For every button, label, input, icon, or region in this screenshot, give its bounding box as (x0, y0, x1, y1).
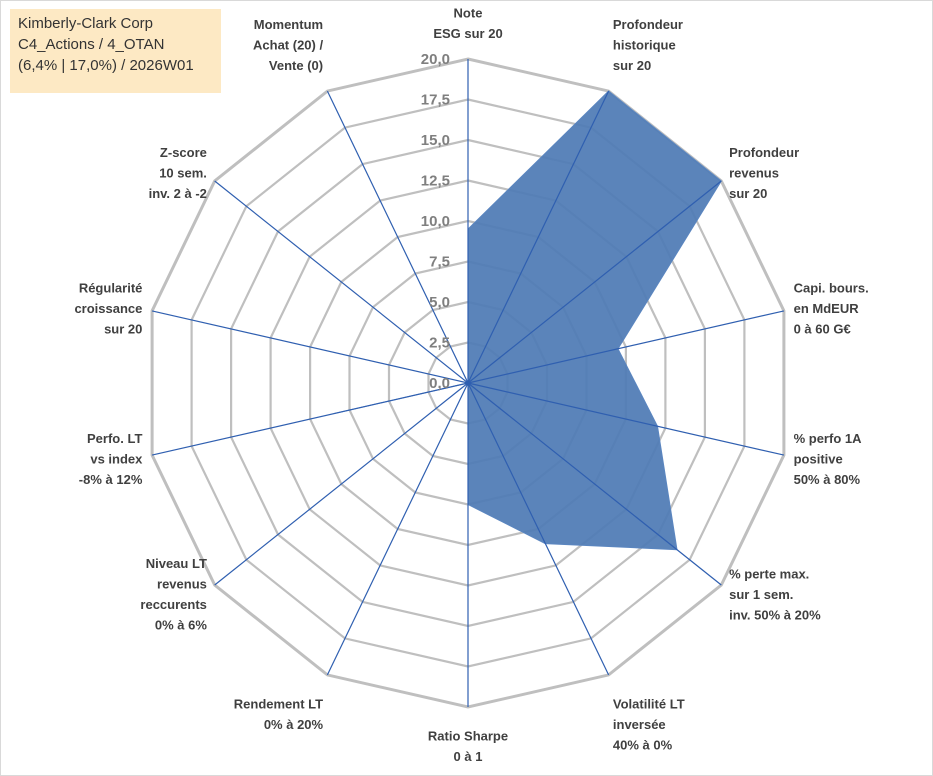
axis-spoke (151, 310, 469, 384)
axis-label-line: % perfo 1A (794, 431, 863, 446)
axis-label-line: Volatilité LT (613, 696, 685, 711)
series-area (333, 90, 722, 551)
axis-label-line: 40% à 0% (613, 737, 673, 752)
axis-label-line: reccurents (140, 597, 206, 612)
axis-label-line: 0% à 6% (155, 618, 207, 633)
radar-axis-labels: Note ESG sur 20 Profondeur historique sur 20… (74, 5, 868, 764)
axis-label-line: vs index (90, 451, 143, 466)
tick-label: 7,5 (429, 254, 450, 271)
axis-label-line: positive (794, 451, 843, 466)
axis-label: Profondeur revenus sur 20 (729, 145, 799, 201)
axis-label: Niveau LT revenus reccurents 0% à 6% (140, 556, 207, 633)
axis-label-line: Momentum (254, 17, 323, 32)
radar-tick-labels: 0,0 2,5 5,0 7,5 10,0 12,5 15,0 17,5 20,0 (421, 51, 450, 392)
axis-label-line: croissance (74, 301, 142, 316)
axis-label-line: 50% à 80% (794, 472, 861, 487)
axis-label-line: Achat (20) / (253, 38, 323, 53)
axis-label: Volatilité LT inversée 40% à 0% (613, 696, 685, 752)
tick-label: 10,0 (421, 213, 450, 230)
axis-spoke (467, 382, 722, 586)
axis-label: % perte max. sur 1 sem. inv. 50% à 20% (729, 566, 821, 622)
axis-label: Capi. bours. en MdEUR 0 à 60 G€ (794, 280, 869, 336)
axis-spoke (467, 90, 610, 384)
axis-spoke (214, 382, 469, 586)
tick-label: 5,0 (429, 294, 450, 311)
axis-label-line: Rendement LT (234, 696, 323, 711)
tick-label: 17,5 (421, 92, 450, 109)
axis-spoke (326, 90, 469, 384)
info-company: Kimberly-Clark Corp (18, 15, 154, 32)
axis-label-line: revenus (157, 577, 207, 592)
axis-label: Régularité croissance sur 20 (74, 280, 142, 336)
axis-label: Z-score 10 sem. inv. 2 à -2 (149, 145, 207, 201)
axis-label-line: sur 1 sem. (729, 587, 793, 602)
axis-label-line: Capi. bours. (794, 280, 869, 295)
axis-spoke (467, 180, 722, 384)
axis-label-line: en MdEUR (794, 301, 860, 316)
axis-spoke (214, 180, 469, 384)
axis-label: Note ESG sur 20 (433, 5, 502, 41)
axis-spoke (467, 310, 785, 384)
axis-label-line: Niveau LT (146, 556, 207, 571)
axis-label: Profondeur historique sur 20 (613, 17, 683, 73)
axis-spoke (467, 382, 785, 456)
axis-label-line: 10 sem. (159, 165, 207, 180)
axis-label-line: 0 à 60 G€ (794, 321, 851, 336)
info-portfolio: C4_Actions / 4_OTAN (18, 36, 165, 53)
tick-label: 2,5 (429, 335, 450, 352)
radar-series (333, 90, 722, 551)
info-stats: (6,4% | 17,0%) / 2026W01 (18, 57, 194, 74)
axis-label-line: inv. 2 à -2 (149, 186, 207, 201)
axis-label-line: historique (613, 38, 676, 53)
axis-label-line: inversée (613, 717, 666, 732)
axis-label-line: Perfo. LT (87, 431, 142, 446)
info-box: Kimberly-Clark Corp C4_Actions / 4_OTAN … (10, 9, 221, 93)
axis-label-line: ESG sur 20 (433, 26, 502, 41)
axis-spoke (467, 382, 610, 676)
axis-label-line: sur 20 (729, 186, 767, 201)
axis-label-line: 0% à 20% (264, 717, 324, 732)
radar-spokes (151, 59, 785, 707)
axis-label-line: -8% à 12% (79, 472, 143, 487)
axis-label-line: Ratio Sharpe (428, 728, 508, 743)
axis-label-line: sur 20 (104, 321, 142, 336)
tick-label: 20,0 (421, 51, 450, 68)
axis-label-line: 0 à 1 (454, 749, 483, 764)
axis-label-line: Z-score (160, 145, 207, 160)
axis-spoke (326, 382, 469, 676)
tick-label: 15,0 (421, 132, 450, 149)
axis-label: Rendement LT 0% à 20% (234, 696, 324, 732)
axis-label: Ratio Sharpe 0 à 1 (428, 728, 508, 764)
axis-label-line: Régularité (79, 280, 143, 295)
tick-label: 12,5 (421, 173, 450, 190)
tick-label: 0,0 (429, 375, 450, 392)
axis-label: % perfo 1A positive 50% à 80% (794, 431, 863, 487)
axis-label: Momentum Achat (20) / Vente (0) (253, 17, 323, 73)
axis-label-line: Vente (0) (269, 58, 323, 73)
axis-label-line: revenus (729, 165, 779, 180)
axis-label-line: Profondeur (729, 145, 799, 160)
axis-label-line: % perte max. (729, 566, 809, 581)
axis-spoke (151, 382, 469, 456)
axis-label-line: Profondeur (613, 17, 683, 32)
axis-label-line: inv. 50% à 20% (729, 607, 821, 622)
axis-label-line: sur 20 (613, 58, 651, 73)
axis-label: Perfo. LT vs index -8% à 12% (79, 431, 143, 487)
axis-label-line: Note (454, 5, 483, 20)
